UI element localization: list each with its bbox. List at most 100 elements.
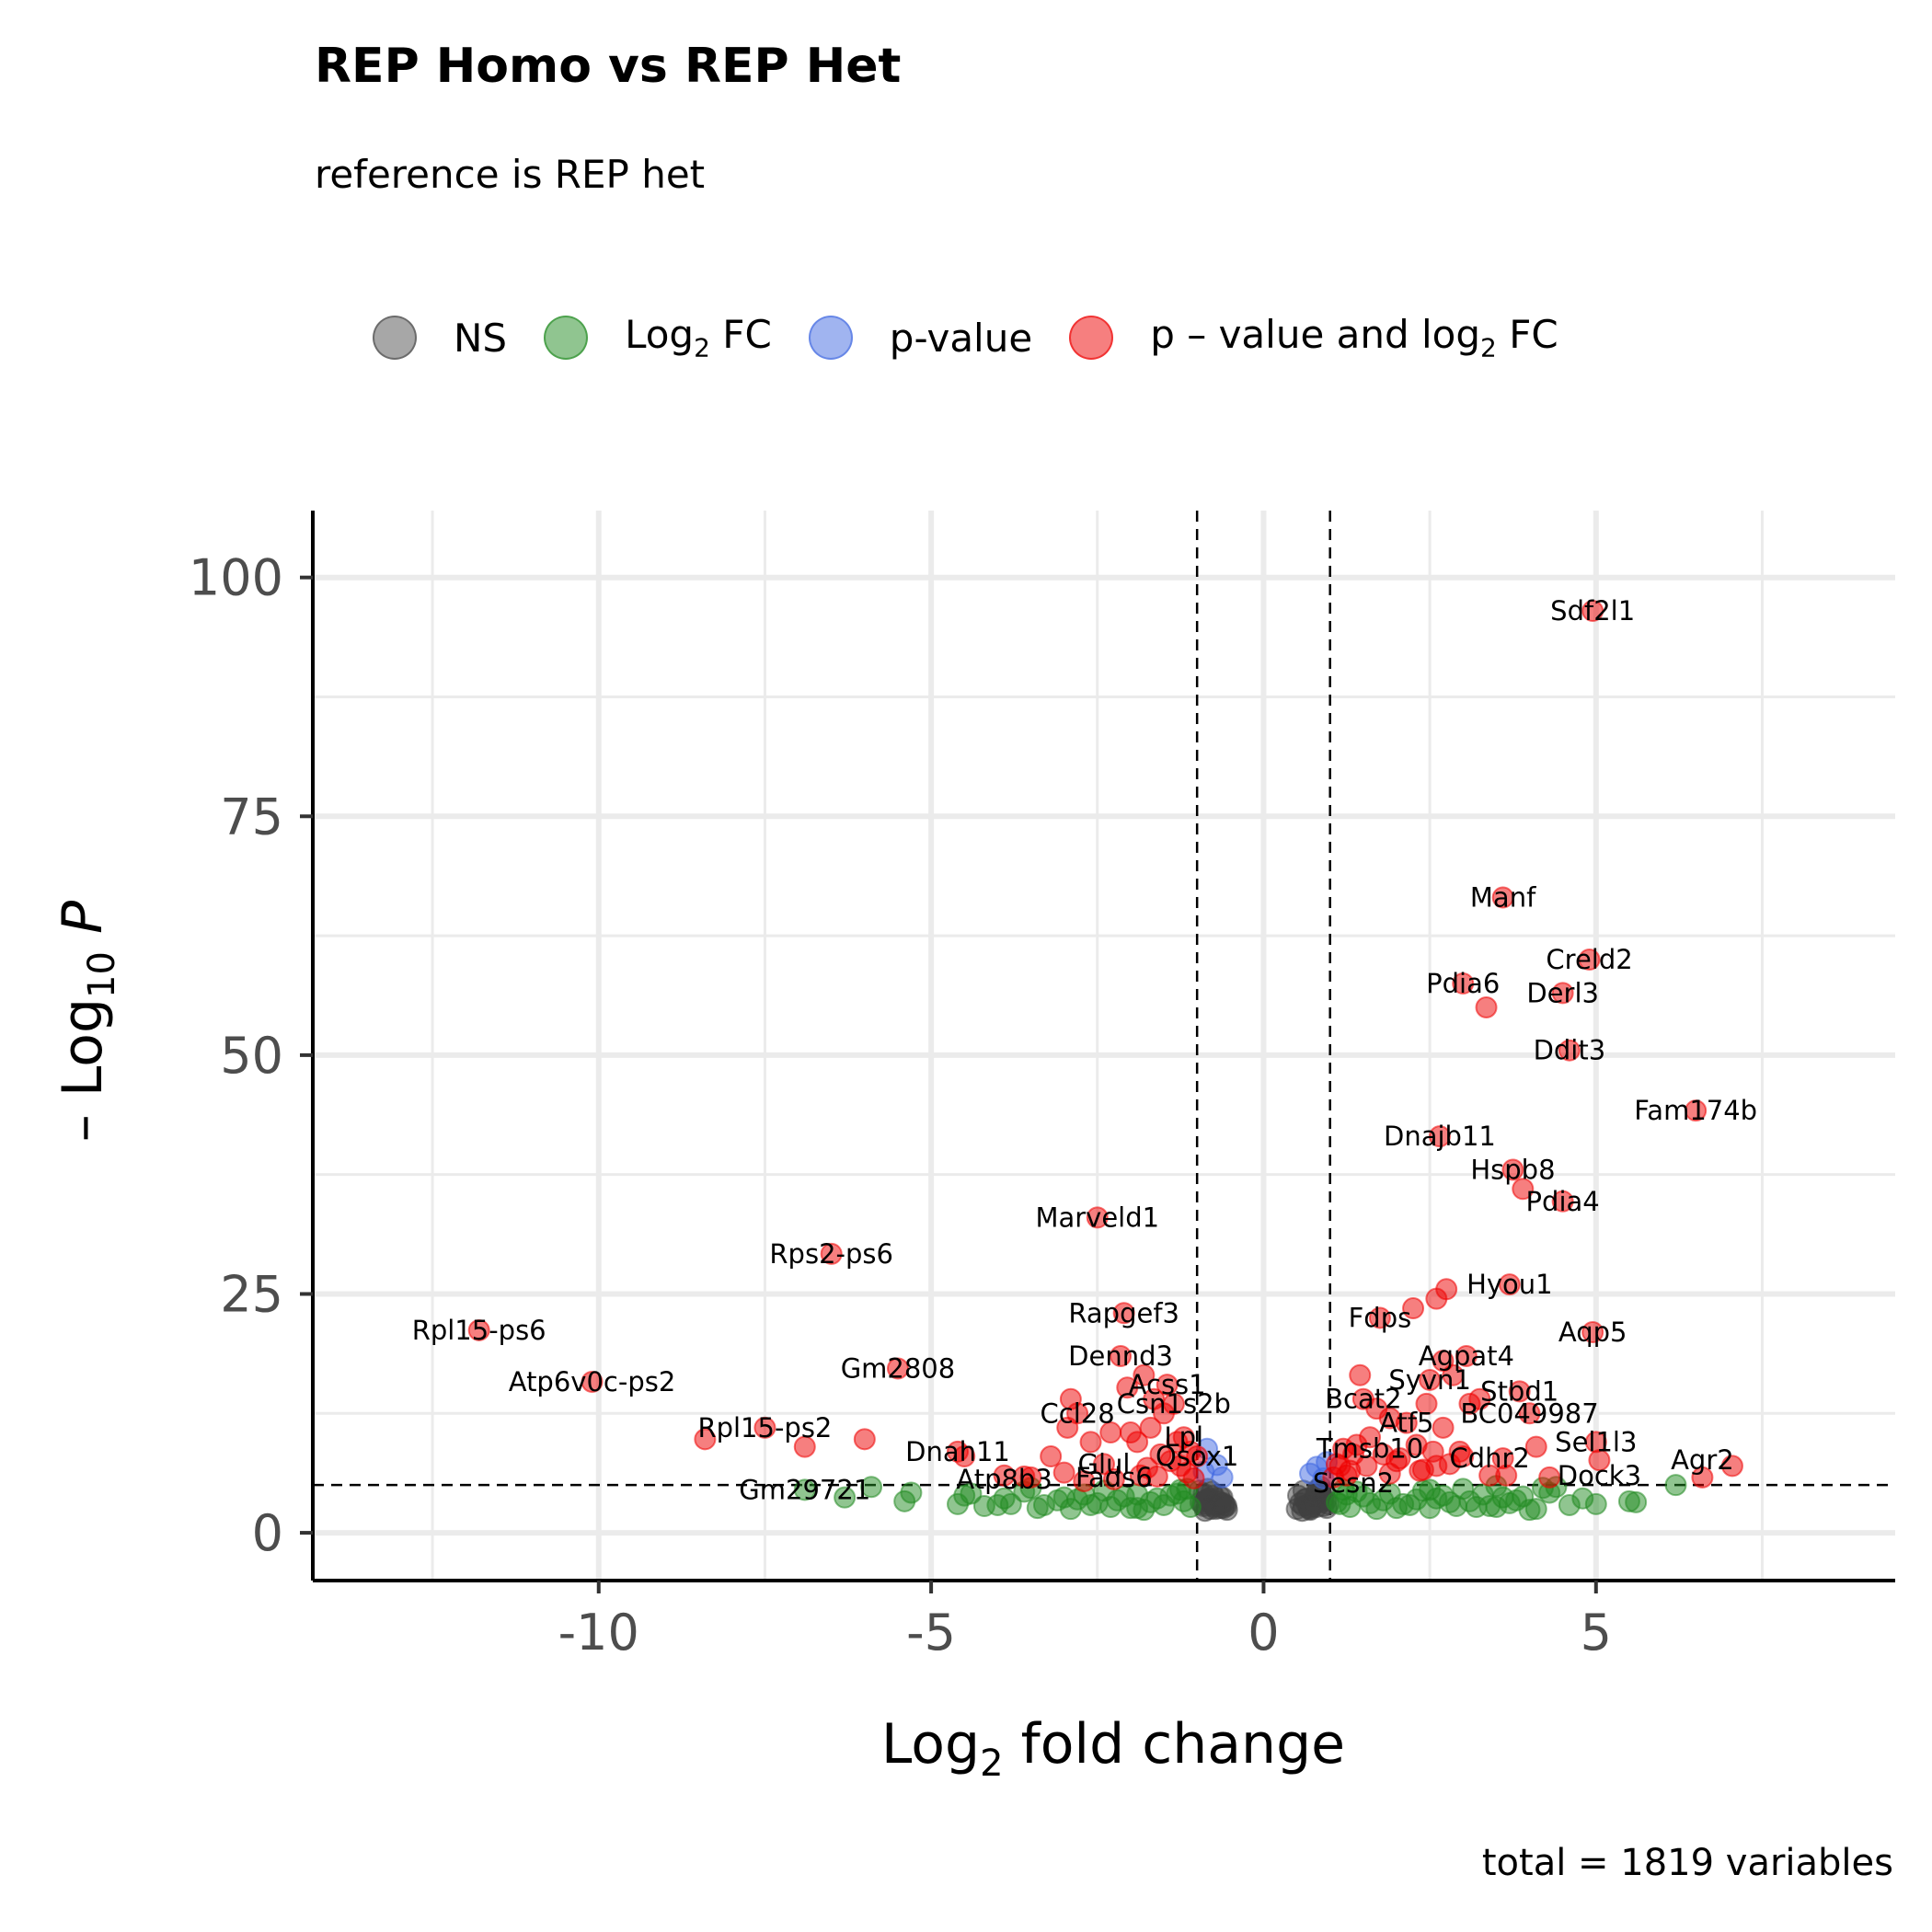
point-both: [1086, 1206, 1109, 1229]
point-label: Fdps: [1349, 1302, 1412, 1333]
point-log2fc: [1372, 1489, 1395, 1512]
point-both: [467, 1318, 490, 1341]
point-label: Syvn1: [1388, 1364, 1471, 1396]
y-tick-label: 0: [252, 1504, 283, 1562]
x-tick-label: 5: [1581, 1604, 1612, 1662]
point-label: Pdia6: [1426, 968, 1500, 999]
point-label: Hyou1: [1466, 1269, 1553, 1300]
point-both: [1093, 1453, 1115, 1476]
point-both: [1512, 1178, 1535, 1201]
point-both: [1156, 1374, 1179, 1397]
point-label: Glul: [1078, 1448, 1131, 1479]
point-label: Atf5: [1379, 1408, 1433, 1439]
point-log2fc: [1625, 1490, 1648, 1513]
point-both: [853, 1428, 876, 1451]
point-label: Acss1: [1129, 1369, 1206, 1400]
point-both: [1186, 1445, 1209, 1468]
legend: NS Log2 FC p-value p – value and log2 FC: [373, 304, 1595, 372]
point-both: [953, 1445, 976, 1468]
point-both: [1378, 1462, 1401, 1485]
point-both: [694, 1428, 717, 1451]
point-label: Sesn2: [1313, 1467, 1394, 1499]
point-both: [1524, 1435, 1547, 1458]
chart-subtitle: reference is REP het: [315, 152, 706, 197]
point-both: [1518, 1402, 1541, 1425]
legend-item-pvalue: p-value: [808, 316, 1032, 361]
point-label: Stbd1: [1480, 1375, 1558, 1407]
point-log2fc: [834, 1486, 857, 1509]
point-both: [1425, 1455, 1448, 1478]
legend-item-both: p – value and log2 FC: [1069, 312, 1558, 363]
point-label: Dnajb11: [1384, 1121, 1496, 1152]
point-both: [1685, 1099, 1708, 1122]
point-both: [1508, 1380, 1531, 1403]
point-label: Manf: [1470, 882, 1536, 914]
data-points: [467, 600, 1743, 1523]
point-both: [581, 1371, 604, 1394]
point-both: [1419, 1368, 1442, 1391]
point-both: [1153, 1402, 1176, 1425]
point-both: [1349, 1363, 1372, 1386]
y-tick-label: 50: [220, 1027, 283, 1085]
point-log2fc: [1398, 1493, 1421, 1516]
y-tick-label: 75: [220, 788, 283, 845]
point-label: Qsox1: [1156, 1441, 1238, 1472]
point-log2fc: [1664, 1474, 1687, 1497]
point-both: [1475, 995, 1498, 1018]
point-both: [1342, 1443, 1365, 1466]
x-tick-label: -5: [906, 1604, 956, 1662]
point-log2fc: [900, 1481, 923, 1504]
point-label: Rps2-ps6: [769, 1238, 893, 1270]
legend-item-ns: NS: [373, 316, 507, 361]
legend-label-log2fc: Log2 FC: [625, 312, 772, 363]
point-log2fc: [1571, 1487, 1594, 1510]
point-both: [1551, 1190, 1574, 1213]
point-label: Bcat2: [1325, 1384, 1401, 1415]
x-axis-title: Log2 fold change: [881, 1712, 1345, 1785]
point-both: [1395, 1411, 1418, 1434]
legend-item-log2fc: Log2 FC: [544, 312, 772, 363]
legend-key-both: [1069, 315, 1114, 360]
point-label: Dock3: [1558, 1460, 1641, 1491]
point-both: [820, 1242, 843, 1265]
point-log2fc: [953, 1484, 976, 1507]
point-label: Rpl15-ps2: [697, 1412, 832, 1443]
point-both: [1110, 1344, 1133, 1367]
y-tick-label: 100: [189, 549, 283, 607]
point-label: Derl3: [1526, 977, 1599, 1008]
point-both: [1501, 1158, 1524, 1181]
point-both: [1402, 1297, 1425, 1320]
point-both: [753, 1416, 776, 1439]
point-label: Hspb8: [1470, 1154, 1555, 1185]
point-label: Gm2808: [841, 1352, 956, 1384]
point-log2fc: [860, 1476, 883, 1499]
point-log2fc: [1026, 1497, 1049, 1520]
point-both: [1133, 1363, 1156, 1386]
point-label: Creld2: [1546, 944, 1632, 975]
point-both: [1073, 1470, 1096, 1493]
point-label: Dnah11: [905, 1436, 1010, 1467]
point-both: [1368, 1306, 1391, 1329]
point-label: Rapgef3: [1068, 1297, 1179, 1328]
legend-label-ns: NS: [454, 315, 508, 361]
point-both: [1691, 1466, 1714, 1489]
point-both: [1145, 1465, 1168, 1488]
point-both: [1495, 1464, 1518, 1487]
point-both: [1359, 1426, 1382, 1449]
point-label: Pdia4: [1526, 1186, 1600, 1217]
point-both: [1013, 1465, 1036, 1488]
point-log2fc: [793, 1478, 816, 1501]
point-label: BC049987: [1460, 1397, 1598, 1429]
chart-caption: total = 1819 variables: [1481, 1842, 1893, 1884]
point-label: Fads6: [1075, 1462, 1153, 1493]
point-label: Sdf2l1: [1550, 595, 1635, 627]
point-label: Gm29721: [739, 1474, 870, 1505]
point-both: [1428, 1125, 1451, 1148]
point-label: Ccl28: [1041, 1397, 1115, 1429]
point-label: Cdhr2: [1449, 1443, 1529, 1474]
point-label: Fam174b: [1634, 1095, 1757, 1126]
point-both: [1079, 1431, 1102, 1454]
point-label: Atp6v0c-ps2: [509, 1366, 676, 1397]
point-log2fc: [1419, 1478, 1442, 1501]
